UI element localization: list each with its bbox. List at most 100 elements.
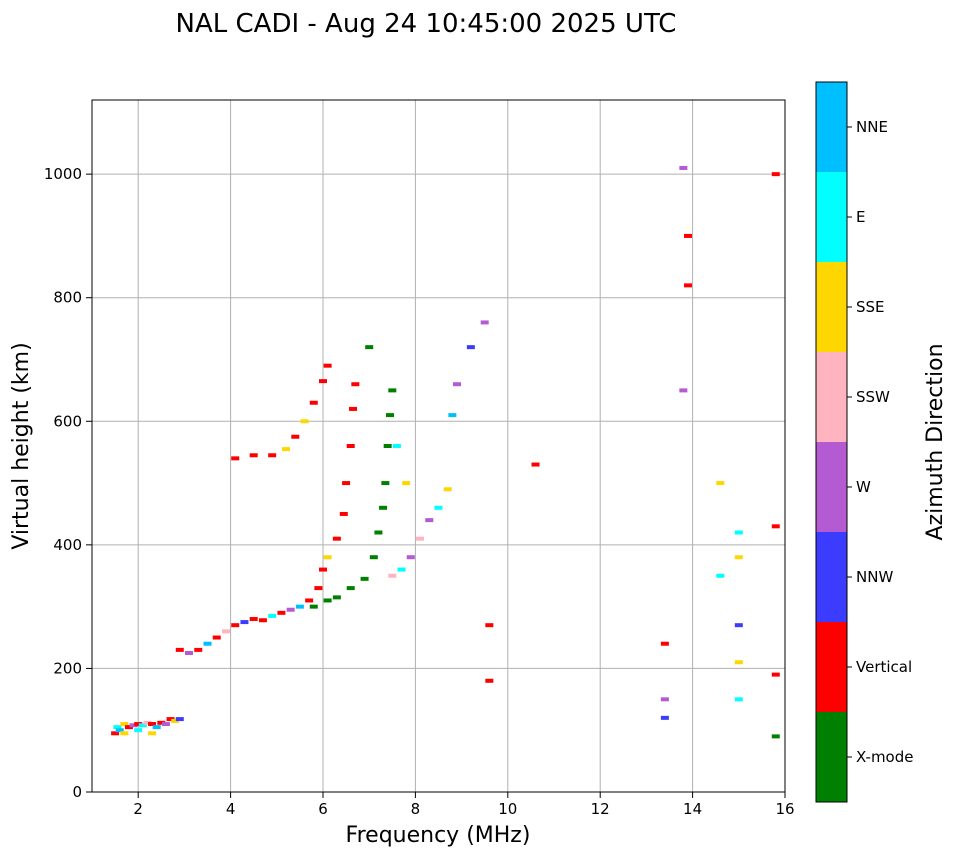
echo-point [379,505,388,510]
colorbar-tick-label: SSE [856,298,885,316]
echo-point [716,573,725,578]
echo-point [452,382,461,387]
echo-point [480,320,489,325]
series-4 [231,363,332,461]
echo-point [231,623,240,628]
echo-point [115,728,124,733]
echo-point [679,165,688,170]
colorbar-tick-label: NNW [856,568,893,586]
echo-point [734,623,743,628]
echo-point [388,388,397,393]
chart-title: NAL CADI - Aug 24 10:45:00 2025 UTC [176,9,677,39]
echo-point [175,717,184,722]
y-tick-label: 0 [72,783,82,801]
plot-area: 2 4 6 8 10 12 14 16 0 200 400 600 800 1000 [44,99,795,818]
plot-background [92,100,785,792]
data-marks [111,165,780,739]
echo-point [319,379,327,384]
echo-point [771,734,780,739]
echo-point [406,555,415,560]
series-2 [309,345,397,609]
echo-point [249,617,258,621]
echo-point [291,434,300,439]
echo-point [349,406,358,411]
x-tick-label: 14 [683,800,702,818]
echo-point [531,462,540,467]
x-axis-label: Frequency (MHz) [346,823,531,848]
echo-point [679,388,688,393]
echo-point [388,573,397,578]
echo-point [342,481,351,486]
echo-point [332,536,341,541]
echo-point [134,728,143,733]
colorbar-segment [816,712,847,802]
colorbar-label: Azimuth Direction [923,343,948,540]
echo-point [448,413,457,418]
colorbar-segment [816,352,847,442]
echo-point [152,725,161,730]
echo-point [305,598,314,603]
echo-point [365,345,374,350]
colorbar-segment [816,172,847,262]
echo-point [143,720,152,725]
echo-point [660,697,669,702]
echo-point [120,722,129,727]
echo-point [319,567,327,572]
echo-point [332,595,341,600]
echo-point [268,453,277,458]
echo-point [221,629,230,634]
echo-point [111,731,120,736]
colorbar-segment [816,622,847,712]
echo-point [148,722,157,727]
echo-point [134,722,143,727]
colorbar-tick-label: W [856,478,871,496]
echo-point [383,444,392,448]
echo-point [683,283,692,288]
echo-point [443,487,452,492]
series-3 [388,320,489,578]
colorbar-segment [816,442,847,532]
echo-point [485,678,494,683]
echo-point [314,586,323,591]
echo-point [385,413,394,418]
echo-point [683,233,692,238]
echo-point [734,530,743,535]
y-axis-label: Virtual height (km) [9,342,34,549]
echo-point [309,400,318,405]
plot-frame [91,99,786,793]
echo-point [157,720,166,725]
echo-point [249,453,258,458]
echo-point [381,481,390,486]
x-tick-label: 12 [591,800,610,818]
echo-point [360,576,369,581]
echo-point [120,731,129,736]
echo-point [346,444,355,448]
echo-point [277,610,286,615]
echo-point [148,731,157,736]
colorbar-tick-label: E [856,208,865,226]
echo-point [716,481,725,486]
echo-point [323,363,332,368]
y-tick-label: 800 [53,289,82,307]
echo-point [113,725,122,730]
echo-point [734,555,743,560]
echo-point [231,456,240,461]
series-0 [111,717,184,736]
colorbar-frame [815,81,848,803]
echo-point [346,586,355,591]
echo-point [240,620,249,625]
echo-point [397,567,406,572]
echo-point [734,697,743,702]
x-tick-label: 16 [775,800,794,818]
azimuth-colorbar: X-mode Vertical NNW W SSW SSE E NNE [815,81,913,803]
colorbar-tick-label: SSW [856,388,890,406]
echo-point [425,518,434,523]
y-tick-label: 400 [53,536,82,554]
echo-point [323,555,332,560]
x-tick-label: 2 [133,800,143,818]
echo-point [485,623,494,628]
colorbar-segment [816,532,847,622]
x-tick-label: 4 [226,800,236,818]
echo-point [416,536,425,541]
echo-point [660,641,669,646]
